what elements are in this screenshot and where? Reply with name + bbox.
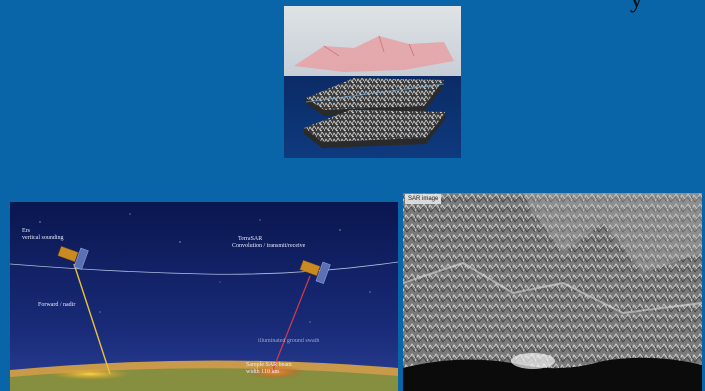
left-beam [73,263,111,375]
right-satellite-subtitle: Convolution / transmit/receive [232,243,306,249]
sar-caption: SAR image [405,194,442,204]
corner-glyph: y [630,0,643,14]
pink-surface-layer [294,36,454,72]
satellite-icon [299,259,331,284]
footprint-label: illuminated ground swath [258,338,320,344]
satellite-geometry-illustration: Ers vertical sounding Forward / nadir Te… [10,202,398,391]
left-satellite-title: Ers [22,228,30,234]
right-satellite-title: TerraSAR [238,236,263,242]
terrain-layer-icon [304,110,446,148]
satellite-icon [57,245,89,270]
right-beam-label: Sample SAR beam width 110 km [246,362,292,375]
right-beam [271,275,311,373]
terrain-layer-icon [305,78,445,116]
left-satellite-subtitle: vertical sounding [22,235,64,241]
terrain-stack-inset [284,6,461,158]
sar-terrain-image: SAR image [403,193,702,391]
left-beam-label: Forward / nadir [38,302,76,308]
